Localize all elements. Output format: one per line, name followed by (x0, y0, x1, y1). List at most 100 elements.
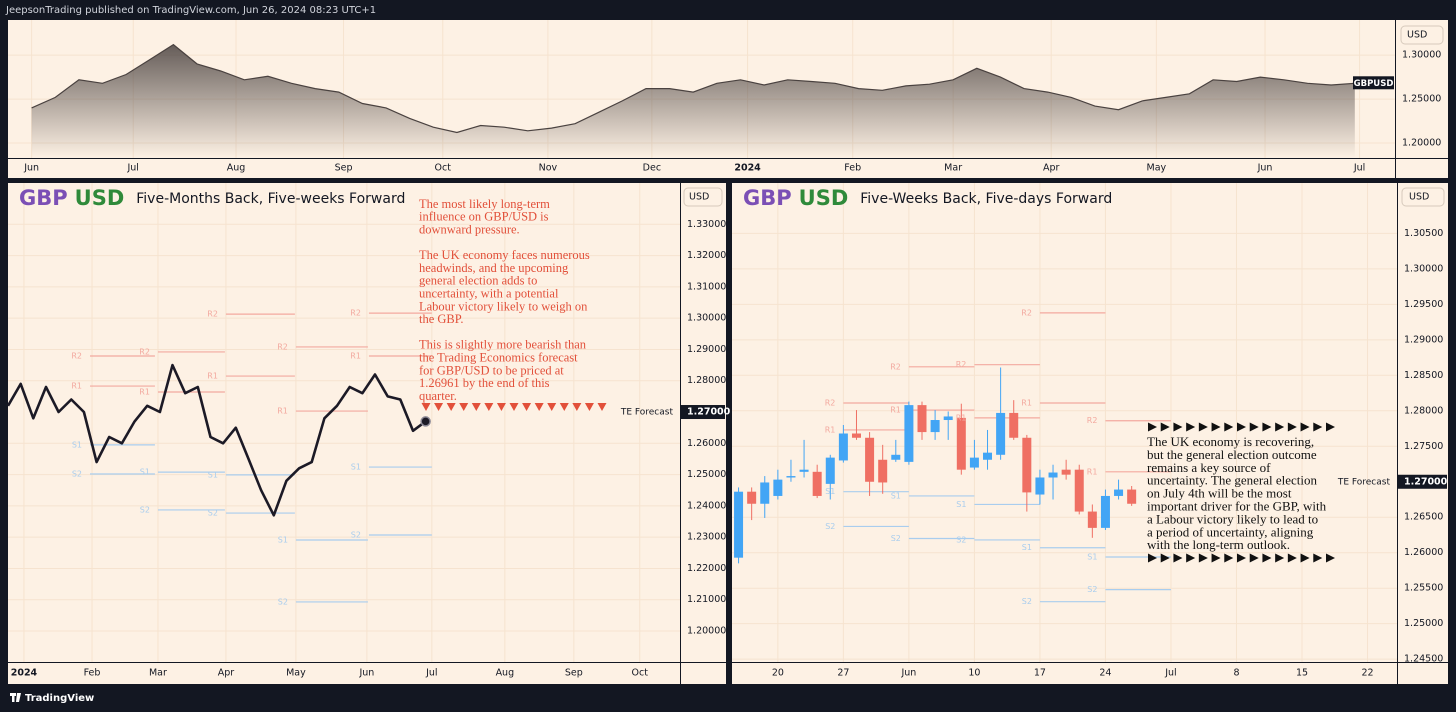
y-tick-label: 1.29000 (1404, 334, 1443, 345)
annotation-line: the Trading Economics forecast (419, 350, 578, 364)
candle-body (812, 471, 822, 496)
annotation-line: a period of uncertainty, aligning (1147, 524, 1314, 539)
annotation-marker (1313, 553, 1323, 563)
annotation-line: general election adds to (419, 274, 537, 288)
pivot-label: S1 (825, 487, 835, 496)
pivot-label: S2 (140, 505, 150, 514)
last-point (420, 416, 431, 427)
title-quote: USD (799, 186, 849, 210)
candle-body (838, 433, 848, 461)
annotation-marker (459, 403, 469, 412)
y-tick-label: 1.30000 (687, 313, 726, 324)
annotation-line: The UK economy faces numerous (419, 248, 590, 262)
annotation-marker (1160, 422, 1170, 432)
right-panel (732, 183, 1448, 684)
pivot-label: S2 (1087, 585, 1097, 594)
pivot-label: S1 (351, 463, 361, 472)
x-tick-label: 2024 (734, 163, 761, 174)
pivot-label: S1 (891, 491, 901, 500)
pivot-label: S2 (278, 597, 288, 606)
candle-body (891, 454, 901, 460)
x-tick-label: 8 (1233, 668, 1239, 679)
pivot-label: R1 (207, 372, 218, 381)
candle-body (1022, 437, 1032, 493)
price-line (6, 363, 427, 517)
x-tick-label: Apr (1043, 163, 1060, 174)
candle-body (1009, 412, 1019, 438)
annotation-marker (1186, 422, 1196, 432)
x-tick-label: Sep (335, 163, 353, 174)
y-tick-label: 1.24500 (1404, 654, 1443, 665)
candle-body (956, 417, 966, 470)
pivot-label: S1 (278, 535, 288, 544)
annotation-marker (1249, 553, 1259, 563)
y-tick-label: 1.29500 (1404, 299, 1443, 310)
pivot-label: R2 (825, 398, 836, 407)
annotation-line: uncertainty. The general election (1147, 473, 1318, 488)
candle-body (1127, 489, 1137, 504)
annotation-line: influence on GBP/USD is (419, 210, 549, 224)
panel-borders (8, 20, 1448, 684)
x-tick-label: 20 (772, 668, 784, 679)
annotation-line: remains a key source of (1147, 460, 1271, 475)
y-tick-label: 1.28000 (687, 375, 726, 386)
pivot-label: S2 (956, 535, 966, 544)
pivot-label: R1 (139, 387, 150, 396)
annotation-line: Labour victory likely to weigh on (419, 299, 588, 313)
annotation-marker (1198, 422, 1208, 432)
candle-body (865, 437, 875, 482)
candle-body (825, 457, 835, 484)
logo-shape (16, 693, 21, 702)
annotation-marker (1148, 422, 1157, 432)
annotation-marker (1211, 422, 1221, 432)
annotation-line: the GBP. (419, 312, 463, 326)
pivot-label: R2 (956, 360, 967, 369)
y-tick-label: 1.20000 (1402, 138, 1441, 149)
annotation-line: This is slightly more bearish than (419, 338, 587, 352)
annotation-marker (1160, 553, 1170, 563)
pivot-label: S1 (1087, 552, 1097, 561)
currency-box (683, 187, 723, 207)
annotation-marker (572, 403, 582, 412)
pivot-label: S2 (72, 469, 82, 478)
annotation-marker (446, 403, 456, 412)
pivot-label: R2 (350, 309, 361, 318)
annotation-line: for GBP/USD to be priced at (419, 363, 564, 377)
title-base: GBP (743, 186, 792, 210)
x-tick-label: 17 (1034, 668, 1046, 679)
pivot-label: S2 (351, 530, 361, 539)
annotation-marker (1173, 553, 1183, 563)
x-tick-label: Mar (944, 163, 962, 174)
candle-body (799, 469, 809, 472)
annotation-marker (1275, 553, 1285, 563)
x-tick-label: Aug (496, 668, 515, 679)
y-tick-label: 1.27500 (1404, 441, 1443, 452)
x-tick-label: Jul (425, 668, 437, 679)
annotation-line: headwinds, and the upcoming (419, 261, 569, 275)
title-text: Five-Weeks Back, Five-days Forward (860, 191, 1112, 207)
annotation-marker (1198, 553, 1208, 563)
x-tick-label: 27 (837, 668, 849, 679)
title-quote: USD (75, 186, 125, 210)
pivot-label: R2 (890, 362, 901, 371)
chart-title: GBP USD Five-Weeks Back, Five-days Forward (743, 186, 1112, 210)
x-tick-label: Dec (643, 163, 661, 174)
currency-label: USD (1409, 192, 1429, 203)
candle-body (1087, 511, 1097, 528)
annotation-line: downward pressure. (419, 222, 520, 236)
y-tick-label: 1.25000 (687, 469, 726, 480)
x-tick-label: May (286, 668, 306, 679)
annotation-marker (1148, 553, 1157, 563)
forecast-label: TE Forecast (620, 408, 674, 418)
annotation-marker (597, 403, 607, 412)
annotation-line: The UK economy is recovering, (1147, 434, 1314, 449)
pivot-label: R2 (207, 310, 218, 319)
title-base: GBP (19, 186, 68, 210)
x-tick-label: Jun (23, 163, 39, 174)
pivot-label: S2 (1022, 597, 1032, 606)
annotation-marker (1287, 422, 1297, 432)
candle-body (851, 433, 861, 438)
candle-body (734, 491, 744, 558)
pivot-label: S1 (208, 470, 218, 479)
